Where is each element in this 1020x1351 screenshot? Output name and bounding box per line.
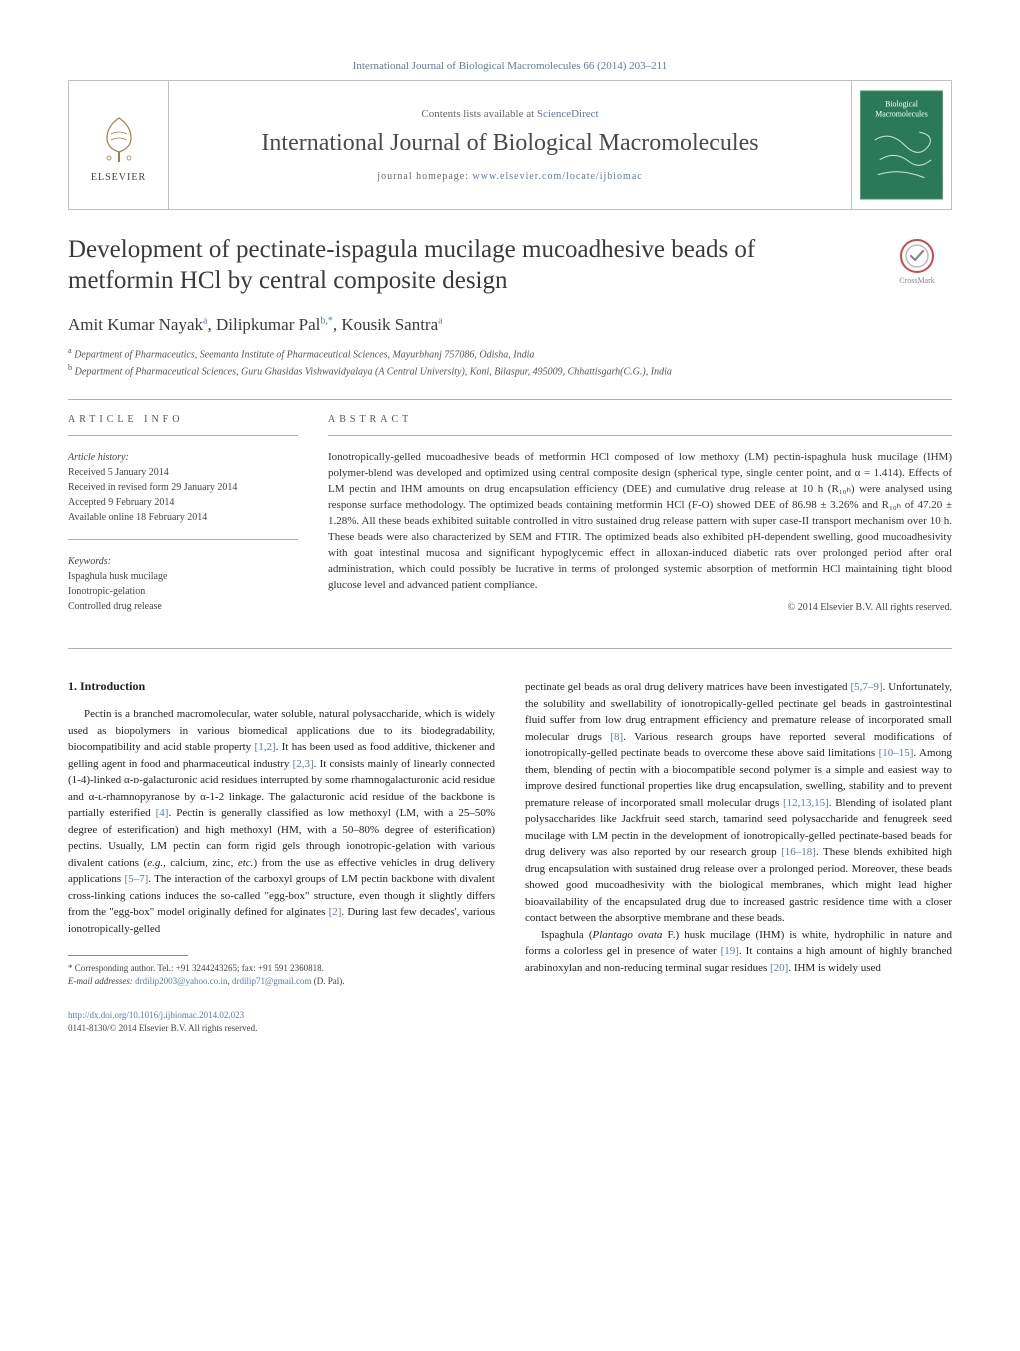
email-label: E-mail addresses: <box>68 976 135 986</box>
body-para-2: pectinate gel beads as oral drug deliver… <box>525 679 952 927</box>
journal-header-box: ELSEVIER Contents lists available at Sci… <box>68 80 952 210</box>
header-center: Contents lists available at ScienceDirec… <box>169 81 851 209</box>
crossmark-badge[interactable]: CrossMark <box>882 238 952 285</box>
contents-prefix: Contents lists available at <box>421 108 536 120</box>
doi-link[interactable]: http://dx.doi.org/10.1016/j.ijbiomac.201… <box>68 1010 244 1020</box>
article-history-block: Article history: Received 5 January 2014… <box>68 450 298 525</box>
email-link-2[interactable]: drdilip71@gmail.com <box>232 976 312 986</box>
abstract-copyright: © 2014 Elsevier B.V. All rights reserved… <box>328 602 952 613</box>
homepage-line: journal homepage: www.elsevier.com/locat… <box>377 171 642 182</box>
journal-cover-icon: Biological Macromolecules <box>860 90 943 200</box>
doi-block: http://dx.doi.org/10.1016/j.ijbiomac.201… <box>68 1009 495 1034</box>
section-1-heading: 1. Introduction <box>68 679 495 694</box>
history-line-3: Available online 18 February 2014 <box>68 510 298 525</box>
article-title: Development of pectinate-ispagula mucila… <box>68 234 866 297</box>
corresponding-author: * Corresponding author. Tel.: +91 324424… <box>68 962 495 975</box>
page-container: International Journal of Biological Macr… <box>0 0 1020 1075</box>
abstract-text: Ionotropically-gelled mucoadhesive beads… <box>328 450 952 593</box>
email-line: E-mail addresses: drdilip2003@yahoo.co.i… <box>68 975 495 988</box>
history-line-0: Received 5 January 2014 <box>68 465 298 480</box>
sciencedirect-link[interactable]: ScienceDirect <box>537 108 599 120</box>
info-divider-2 <box>68 539 298 540</box>
citation-header: International Journal of Biological Macr… <box>68 60 952 72</box>
affiliation-b-text: Department of Pharmaceutical Sciences, G… <box>75 366 672 377</box>
elsevier-tree-icon <box>89 108 149 168</box>
section-title: Introduction <box>80 679 145 693</box>
cover-text-top: Biological <box>885 99 919 108</box>
info-divider-1 <box>68 435 298 436</box>
info-abstract-row: article info Article history: Received 5… <box>68 414 952 628</box>
history-line-2: Accepted 9 February 2014 <box>68 495 298 510</box>
footnote-divider <box>68 955 188 956</box>
journal-name: International Journal of Biological Macr… <box>261 130 758 157</box>
abstract-divider <box>328 435 952 436</box>
contents-available-line: Contents lists available at ScienceDirec… <box>421 108 598 120</box>
elsevier-logo: ELSEVIER <box>69 81 169 209</box>
history-line-1: Received in revised form 29 January 2014 <box>68 480 298 495</box>
affiliation-b: b Department of Pharmaceutical Sciences,… <box>68 362 952 379</box>
history-heading: Article history: <box>68 450 298 465</box>
authors-line: Amit Kumar Nayaka, Dilipkumar Palb,*, Ko… <box>68 315 952 335</box>
affiliation-a: a Department of Pharmaceutics, Seemanta … <box>68 345 952 362</box>
divider-before-body <box>68 648 952 649</box>
footnotes: * Corresponding author. Tel.: +91 324424… <box>68 962 495 987</box>
abstract-col: abstract Ionotropically-gelled mucoadhes… <box>328 414 952 628</box>
crossmark-icon <box>899 238 935 274</box>
body-col-left: 1. Introduction Pectin is a branched mac… <box>68 679 495 1034</box>
body-col-right: pectinate gel beads as oral drug deliver… <box>525 679 952 1034</box>
keyword-1: Ionotropic-gelation <box>68 584 298 599</box>
issn-copyright: 0141-8130/© 2014 Elsevier B.V. All right… <box>68 1022 495 1035</box>
abstract-label: abstract <box>328 414 952 425</box>
body-para-3: Ispaghula (Plantago ovata F.) husk mucil… <box>525 927 952 977</box>
homepage-prefix: journal homepage: <box>377 171 472 182</box>
article-info-col: article info Article history: Received 5… <box>68 414 298 628</box>
affiliation-a-text: Department of Pharmaceutics, Seemanta In… <box>74 349 534 360</box>
keyword-2: Controlled drug release <box>68 599 298 614</box>
section-number: 1. <box>68 679 77 693</box>
article-info-label: article info <box>68 414 298 425</box>
keywords-heading: Keywords: <box>68 554 298 569</box>
body-columns: 1. Introduction Pectin is a branched mac… <box>68 679 952 1034</box>
title-row: Development of pectinate-ispagula mucila… <box>68 234 952 297</box>
homepage-link[interactable]: www.elsevier.com/locate/ijbiomac <box>473 171 643 182</box>
email-suffix: (D. Pal). <box>311 976 344 986</box>
crossmark-label: CrossMark <box>899 276 935 285</box>
elsevier-text: ELSEVIER <box>91 172 146 183</box>
divider-top <box>68 399 952 400</box>
journal-cover-thumb: Biological Macromolecules <box>851 81 951 209</box>
email-link-1[interactable]: drdilip2003@yahoo.co.in <box>135 976 227 986</box>
keywords-block: Keywords: Ispaghula husk mucilage Ionotr… <box>68 554 298 614</box>
body-para-1: Pectin is a branched macromolecular, wat… <box>68 706 495 937</box>
keyword-0: Ispaghula husk mucilage <box>68 569 298 584</box>
cover-text-bottom: Macromolecules <box>875 109 928 118</box>
affiliations: a Department of Pharmaceutics, Seemanta … <box>68 345 952 380</box>
